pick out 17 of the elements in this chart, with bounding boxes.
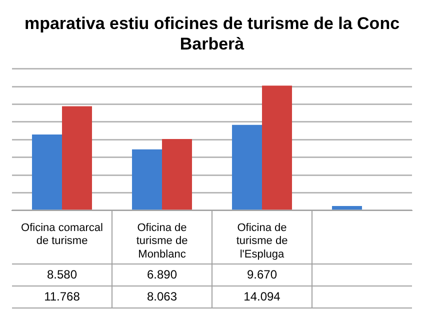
bar bbox=[32, 134, 62, 210]
bar bbox=[162, 139, 192, 210]
data-label: 8.063 bbox=[146, 289, 178, 304]
data-label: 8.580 bbox=[46, 267, 78, 282]
bar bbox=[62, 106, 92, 210]
x-tick-label: Oficina de turisme de Monblanc bbox=[136, 222, 188, 260]
data-label: 11.768 bbox=[44, 289, 80, 304]
x-tick-label: Oficina de turisme de l'Espluga bbox=[236, 222, 288, 260]
bar bbox=[332, 206, 362, 210]
data-label: 9.670 bbox=[246, 267, 278, 282]
x-tick-label: Oficina comarcal de turisme bbox=[21, 222, 103, 248]
bar bbox=[132, 149, 162, 210]
chart-title: mparativa estiu oficines de turisme de la Conc Barberà bbox=[24, 14, 400, 54]
data-label: 14.094 bbox=[244, 289, 281, 304]
bar bbox=[262, 86, 292, 210]
data-label: 6.890 bbox=[146, 267, 178, 282]
bar bbox=[232, 124, 262, 210]
